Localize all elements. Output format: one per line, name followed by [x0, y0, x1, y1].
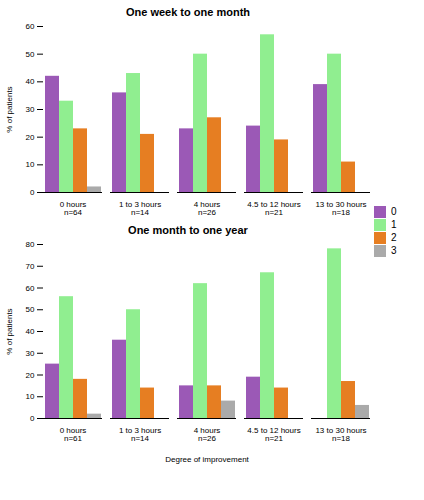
svg-text:30: 30 [26, 105, 35, 114]
svg-text:13 to 30 hoursn=18: 13 to 30 hoursn=18 [315, 200, 366, 217]
svg-text:70: 70 [26, 262, 35, 271]
svg-text:0 hoursn=64: 0 hoursn=64 [60, 200, 87, 217]
svg-text:0 hoursn=61: 0 hoursn=61 [60, 426, 87, 443]
svg-text:50: 50 [26, 305, 35, 314]
html-text:0: 0 [391, 206, 397, 217]
svg-text:40: 40 [26, 327, 35, 336]
html-text:3: 3 [391, 245, 397, 256]
svg-text:0: 0 [30, 414, 35, 423]
svg-text:30: 30 [26, 349, 35, 358]
svg-text:20: 20 [26, 371, 35, 380]
svg-text:4.5 to 12 hoursn=21: 4.5 to 12 hoursn=21 [247, 200, 300, 217]
svg-text:20: 20 [26, 133, 35, 142]
svg-text:13 to 30 hoursn=18: 13 to 30 hoursn=18 [315, 426, 366, 443]
svg-text:1 to 3 hoursn=14: 1 to 3 hoursn=14 [119, 426, 161, 443]
svg-text:Degree of improvement: Degree of improvement [165, 455, 249, 464]
svg-text:4 hoursn=26: 4 hoursn=26 [194, 200, 221, 217]
html-text:One month to one year: One month to one year [128, 224, 248, 236]
svg-text:4.5 to 12 hoursn=21: 4.5 to 12 hoursn=21 [247, 426, 300, 443]
svg-text:50: 50 [26, 50, 35, 59]
html-text:1: 1 [391, 219, 397, 230]
svg-text:0: 0 [30, 188, 35, 197]
svg-text:% of patients: % of patients [5, 86, 14, 132]
svg-text:4 hoursn=26: 4 hoursn=26 [194, 426, 221, 443]
html-text:2: 2 [391, 232, 397, 243]
svg-text:10: 10 [26, 392, 35, 401]
svg-text:60: 60 [26, 22, 35, 31]
svg-text:40: 40 [26, 77, 35, 86]
svg-text:1 to 3 hoursn=14: 1 to 3 hoursn=14 [119, 200, 161, 217]
html-text:One week to one month: One week to one month [126, 6, 250, 18]
svg-text:% of patients: % of patients [5, 308, 14, 354]
svg-text:80: 80 [26, 240, 35, 249]
svg-text:60: 60 [26, 284, 35, 293]
svg-text:10: 10 [26, 160, 35, 169]
